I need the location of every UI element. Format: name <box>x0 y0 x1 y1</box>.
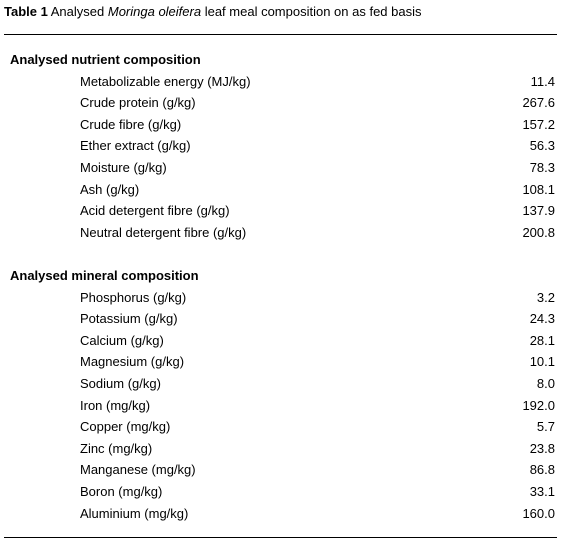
row-label: Neutral detergent fibre (g/kg) <box>80 224 247 240</box>
row-value: 157.2 <box>522 116 555 132</box>
row-label: Iron (mg/kg) <box>80 397 151 413</box>
row-label: Zinc (mg/kg) <box>80 440 153 456</box>
row-value: 3.2 <box>536 289 555 305</box>
row-value: 5.7 <box>536 419 555 435</box>
row-label: Potassium (g/kg) <box>80 311 178 327</box>
row-value: 267.6 <box>522 95 555 111</box>
row-value: 108.1 <box>522 181 555 197</box>
row-value: 11.4 <box>530 73 555 89</box>
row-value: 8.0 <box>536 376 555 391</box>
row-label: Metabolizable energy (MJ/kg) <box>80 73 251 89</box>
caption-species: Moringa oleifera <box>107 4 202 19</box>
row-label: Phosphorus (g/kg) <box>80 289 187 305</box>
section-heading: Analysed nutrient composition <box>10 52 201 67</box>
row-value: 24.3 <box>529 311 555 327</box>
row-label: Sodium (g/kg) <box>80 376 161 391</box>
row-value: 86.8 <box>529 462 555 478</box>
row-label: Acid detergent fibre (g/kg) <box>80 203 230 219</box>
caption-label: Table 1 <box>4 4 48 19</box>
row-label: Calcium (g/kg) <box>80 332 164 348</box>
row-value: 56.3 <box>529 138 555 154</box>
row-value: 160.0 <box>522 505 555 521</box>
row-value: 33.1 <box>529 484 555 499</box>
row-label: Magnesium (g/kg) <box>80 354 185 370</box>
row-label: Moisture (g/kg) <box>80 160 167 175</box>
row-label: Aluminium (mg/kg) <box>80 505 189 521</box>
caption-text: Analysed <box>50 4 105 19</box>
row-label: Crude fibre (g/kg) <box>80 116 182 132</box>
row-label: Crude protein (g/kg) <box>80 95 196 111</box>
row-value: 78.3 <box>529 160 555 175</box>
row-label: Copper (mg/kg) <box>80 419 171 435</box>
row-label: Ash (g/kg) <box>80 181 140 197</box>
row-label: Boron (mg/kg) <box>80 484 163 499</box>
row-value: 23.8 <box>529 440 555 456</box>
row-value: 137.9 <box>522 203 555 219</box>
top-rule <box>4 34 557 35</box>
row-label: Manganese (mg/kg) <box>80 462 196 478</box>
row-value: 192.0 <box>522 397 555 413</box>
row-label: Ether extract (g/kg) <box>80 138 191 154</box>
caption-text: leaf meal composition on as fed basis <box>204 4 422 19</box>
row-value: 10.1 <box>529 354 555 370</box>
row-value: 200.8 <box>522 224 555 240</box>
section-heading: Analysed mineral composition <box>10 268 199 283</box>
table-caption: Table 1 Analysed Moringa oleifera leaf m… <box>4 4 422 20</box>
bottom-rule <box>4 537 557 538</box>
row-value: 28.1 <box>529 332 555 348</box>
